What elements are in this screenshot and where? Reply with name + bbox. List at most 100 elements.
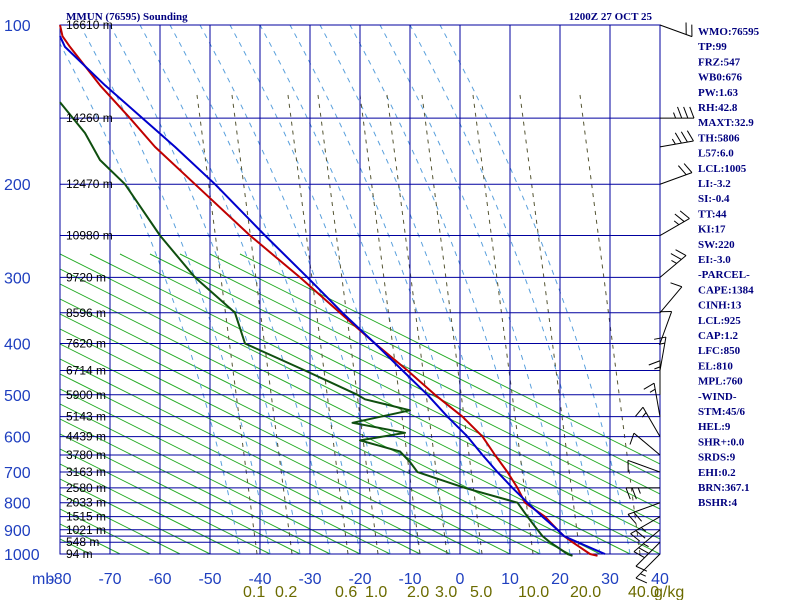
index-item: PW:1.63	[698, 87, 739, 99]
index-item: WMO:76595	[698, 26, 760, 38]
index-item: FRZ:547	[698, 56, 741, 68]
height-label: 5143 m	[66, 410, 106, 424]
index-item: CAP:1.2	[698, 330, 739, 342]
mixing-ratio-label: 3.0	[435, 584, 457, 600]
index-item: SW:220	[698, 239, 735, 251]
mixing-ratio-line	[359, 94, 421, 554]
temperature-tick-label: 0	[456, 571, 465, 588]
moist-adiabat	[409, 25, 601, 554]
mixing-ratio-label: 5.0	[470, 584, 492, 600]
station-title: MMUN (76595) Sounding	[66, 11, 188, 23]
moist-adiabat	[319, 25, 511, 554]
temperature-tick-label: -40	[248, 571, 271, 588]
height-label: 94 m	[66, 547, 93, 561]
index-item: STM:45/6	[698, 406, 746, 418]
moist-adiabat	[379, 25, 571, 554]
temperature-tick-label: -70	[98, 571, 121, 588]
moist-adiabat	[109, 25, 301, 554]
mixing-ratio-line	[519, 94, 581, 554]
index-item: SRDS:9	[698, 452, 736, 464]
index-item: -PARCEL-	[698, 269, 750, 281]
mixing-ratio-label: 1.0	[365, 584, 387, 600]
dry-adiabat	[60, 493, 181, 554]
dry-adiabat	[60, 448, 271, 554]
mixing-ratio-label: 0.2	[275, 584, 297, 600]
wind-barb	[635, 553, 661, 584]
indices-panel: WMO:76595 TP:99 FRZ:547 WB0:676 PW:1.63 RH:42…	[698, 26, 760, 509]
pressure-tick-label: 1000	[4, 547, 40, 564]
height-label: 2580 m	[66, 481, 106, 495]
wind-barb	[633, 529, 661, 558]
index-item: RH:42.8	[698, 102, 738, 114]
pressure-tick-label: 600	[4, 430, 31, 447]
temperature-tick-label: 10	[501, 571, 519, 588]
mixing-ratio-label: 10.0	[518, 584, 549, 600]
wind-barb	[659, 249, 687, 278]
wind-barb	[643, 382, 661, 417]
temperature-tick-label: -20	[348, 571, 371, 588]
index-item: EL:810	[698, 360, 733, 372]
index-item: CINH:13	[698, 300, 742, 312]
pressure-tick-label: 700	[4, 465, 31, 482]
moist-adiabat	[79, 25, 271, 554]
height-label: 2033 m	[66, 496, 106, 510]
moist-adiabat	[259, 25, 451, 554]
wind-barb	[635, 541, 661, 572]
mixing-ratio-line	[196, 94, 258, 554]
moist-adiabat	[139, 25, 331, 554]
mixing-ratio-unit: g/kg	[654, 584, 684, 600]
height-label: 548 m	[66, 535, 99, 549]
pressure-tick-label: 800	[4, 496, 31, 513]
dry-adiabat	[60, 418, 331, 554]
dry-adiabat	[149, 253, 660, 510]
wind-barb	[659, 163, 693, 185]
temperature-tick-label: 40	[651, 571, 669, 588]
dry-adiabat	[60, 388, 391, 554]
mixing-ratio-label: 20.0	[570, 584, 601, 600]
dry-adiabat	[60, 433, 301, 554]
temperature-tick-label: 30	[601, 571, 619, 588]
height-label: 1021 m	[66, 523, 106, 537]
pressure-tick-label: 200	[4, 177, 31, 194]
index-item: SI:-0.4	[698, 193, 730, 205]
moist-adiabat	[439, 25, 631, 554]
index-item: KI:17	[698, 224, 726, 236]
pressure-tick-label: 400	[4, 336, 31, 353]
height-label: 4439 m	[66, 430, 106, 444]
wind-barb	[660, 106, 695, 119]
wind-barb	[659, 22, 693, 38]
moist-adiabat	[349, 25, 541, 554]
height-label: 8596 m	[66, 306, 106, 320]
plot-frame	[59, 24, 661, 555]
height-label: 5900 m	[66, 388, 106, 402]
index-item: LCL:1005	[698, 163, 747, 175]
dry-adiabat	[239, 253, 660, 465]
temperature-tick-label: -30	[298, 571, 321, 588]
isobar-grid	[59, 24, 661, 555]
temperature-line	[59, 24, 598, 557]
mixing-ratio-label: 0.1	[243, 584, 265, 600]
wind-barb	[627, 459, 661, 473]
temperature-tick-label: -50	[198, 571, 221, 588]
wind-barb	[648, 360, 661, 395]
height-label: 12470 m	[66, 177, 113, 191]
index-item: LI:-3.2	[698, 178, 731, 190]
index-item: EI:-3.0	[698, 254, 731, 266]
height-label: 1515 m	[66, 510, 106, 524]
wind-barbs	[625, 22, 695, 584]
moist-adiabat	[169, 25, 361, 554]
temperature-tick-label: -80	[48, 571, 71, 588]
wind-barb	[625, 487, 660, 500]
index-item: TT:44	[698, 208, 727, 220]
index-item: TH:5806	[698, 132, 740, 144]
index-item: EHI:0.2	[698, 467, 736, 479]
time-title: 1200Z 27 OCT 25	[569, 11, 653, 23]
moist-adiabat	[60, 42, 241, 554]
temperature-tick-label: 20	[551, 571, 569, 588]
wind-barb	[627, 502, 661, 524]
mixing-ratio-label: 40.0	[628, 584, 659, 600]
temperature-tick-label: -10	[398, 571, 421, 588]
mixing-ratio-line	[287, 94, 349, 554]
index-item: SHR+:0.0	[698, 436, 745, 448]
